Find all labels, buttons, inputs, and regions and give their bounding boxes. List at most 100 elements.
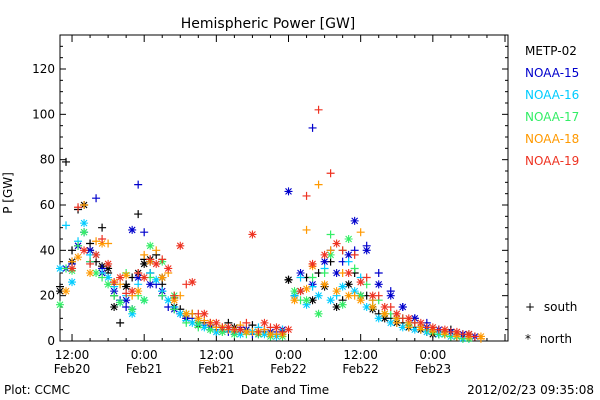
legend-entry-noaa-16: NOAA-16 <box>525 88 579 102</box>
x-tick-date-label: Feb21 <box>198 362 235 376</box>
data-points <box>56 105 485 343</box>
noaa-18-north-point <box>302 284 311 293</box>
noaa-19-north-point <box>128 287 137 296</box>
noaa-18-north-point <box>344 291 353 300</box>
metp-02-north-point <box>284 275 293 284</box>
noaa-17-north-point <box>344 235 353 243</box>
noaa-19-north-point <box>284 325 293 334</box>
noaa-19-north-point <box>188 278 197 287</box>
noaa-17-north-point <box>128 305 137 314</box>
noaa-15-north-point <box>332 269 341 277</box>
noaa-19-south-point <box>314 105 323 114</box>
footer-plot-credit: Plot: CCMC <box>4 383 70 397</box>
noaa-15-north-point <box>284 187 293 196</box>
noaa-18-north-point <box>122 271 131 280</box>
noaa-19-south-point <box>74 203 83 212</box>
noaa-18-north-point <box>170 296 179 305</box>
noaa-19-north-point <box>428 323 437 332</box>
noaa-19-north-point <box>260 318 269 327</box>
y-tick-label: 80 <box>40 153 55 167</box>
noaa-15-north-point <box>410 314 419 323</box>
metp-02-south-point <box>134 210 143 219</box>
noaa-16-north-point <box>68 278 77 287</box>
x-tick-date-label: Feb22 <box>270 362 307 376</box>
noaa-18-north-point <box>194 314 203 323</box>
noaa-18-north-point <box>320 280 329 289</box>
noaa-18-south-point <box>326 246 335 255</box>
noaa-19-south-point <box>146 255 155 264</box>
noaa-16-north-point <box>314 291 323 300</box>
noaa-18-north-point <box>158 273 167 282</box>
noaa-16-north-point <box>326 296 335 305</box>
noaa-18-north-point <box>290 296 299 305</box>
noaa-16-north-point <box>152 275 161 284</box>
noaa-18-north-point <box>62 287 71 296</box>
noaa-18-north-point <box>404 318 413 327</box>
noaa-19-north-point <box>248 230 257 239</box>
noaa-15-south-point <box>92 194 101 203</box>
noaa-17-south-point <box>74 241 83 250</box>
noaa-19-south-point <box>110 278 119 287</box>
noaa-16-north-point <box>104 273 113 282</box>
legend: METP-02 NOAA-15 NOAA-16 NOAA-17 NOAA-18 NOAA-… <box>525 44 579 168</box>
noaa-15-south-point <box>308 123 317 132</box>
noaa-19-north-point <box>452 327 461 336</box>
noaa-19-south-point <box>302 191 311 200</box>
noaa-15-north-point <box>398 303 407 311</box>
noaa-17-north-point <box>80 228 89 237</box>
noaa-19-south-point <box>182 280 191 289</box>
noaa-18-south-point <box>260 325 269 334</box>
noaa-15-south-point <box>374 269 383 277</box>
noaa-17-north-point <box>194 318 203 327</box>
noaa-16-north-point <box>212 327 221 336</box>
noaa-19-north-point <box>80 246 89 255</box>
noaa-16-north-point <box>386 318 395 327</box>
noaa-18-south-point <box>68 257 77 266</box>
noaa-19-north-point <box>152 259 161 268</box>
noaa-16-north-point <box>176 309 185 318</box>
legend-entry-noaa-19: NOAA-19 <box>525 154 579 168</box>
y-tick-label: 0 <box>47 334 55 348</box>
noaa-17-north-point <box>92 269 101 277</box>
metp-02-north-point <box>380 314 389 323</box>
metp-02-south-point <box>98 223 107 232</box>
north-symbol: * <box>525 332 531 346</box>
noaa-16-north-point <box>410 325 419 334</box>
noaa-18-south-point <box>116 280 125 289</box>
metp-02-north-point <box>308 296 317 305</box>
north-label: north <box>540 332 572 346</box>
noaa-16-north-point <box>302 300 311 309</box>
noaa-19-north-point <box>404 314 413 323</box>
noaa-19-north-point <box>392 309 401 318</box>
noaa-18-south-point <box>302 225 311 234</box>
noaa-16-north-point <box>80 219 89 228</box>
noaa-17-south-point <box>182 318 191 327</box>
legend-entry-noaa-18: NOAA-18 <box>525 132 579 146</box>
footer-timestamp: 2012/02/23 09:35:08 <box>467 383 594 397</box>
noaa-19-north-point <box>272 323 281 332</box>
x-tick-time-label: 12:00 <box>199 348 234 362</box>
metp-02-south-point <box>86 239 95 248</box>
noaa-18-south-point <box>80 201 89 209</box>
noaa-15-north-point <box>296 269 305 277</box>
noaa-18-north-point <box>266 330 275 339</box>
noaa-16-north-point <box>374 314 383 323</box>
legend-entry-metp-02: METP-02 <box>525 44 577 58</box>
noaa-19-north-point <box>320 250 329 259</box>
noaa-19-south-point <box>242 318 251 327</box>
noaa-18-south-point <box>140 250 149 259</box>
noaa-19-north-point <box>224 323 233 332</box>
chart-title: Hemispheric Power [GW] <box>181 16 356 32</box>
noaa-19-north-point <box>164 264 173 273</box>
metp-02-south-point <box>116 318 125 327</box>
noaa-19-south-point <box>134 269 143 277</box>
y-tick-label: 20 <box>40 289 55 303</box>
noaa-18-north-point <box>416 323 425 332</box>
noaa-18-south-point <box>152 246 161 255</box>
noaa-15-south-point <box>134 180 143 189</box>
noaa-16-north-point <box>236 330 245 339</box>
noaa-17-north-point <box>104 280 113 289</box>
noaa-19-south-point <box>470 332 479 341</box>
noaa-19-south-point <box>86 259 95 268</box>
x-tick-date-label: Feb23 <box>415 362 452 376</box>
